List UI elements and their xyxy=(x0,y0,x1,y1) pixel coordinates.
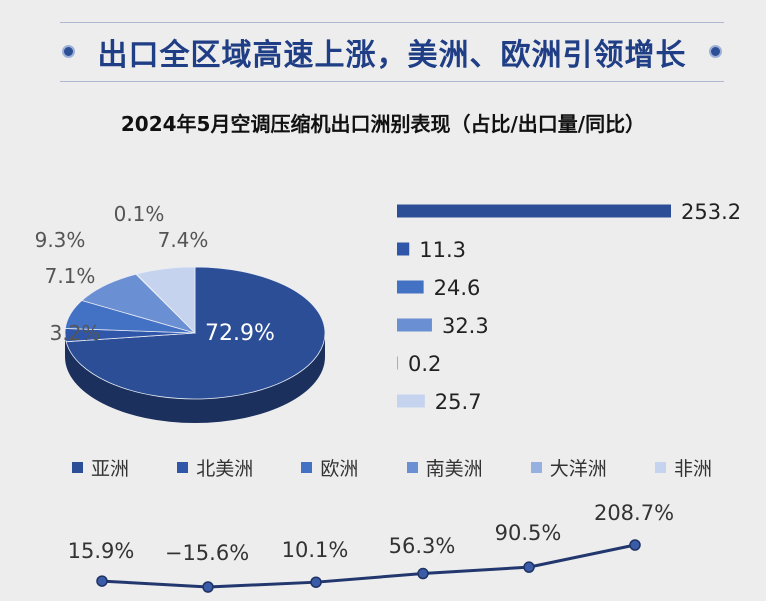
legend-swatch xyxy=(301,462,313,473)
pie-data-label: 7.4% xyxy=(158,228,209,252)
bar xyxy=(397,204,671,218)
line-point xyxy=(629,539,641,551)
pie-slice xyxy=(65,266,326,400)
legend-swatch xyxy=(177,462,189,473)
legend-swatch xyxy=(72,462,83,473)
banner-dot-icon xyxy=(709,45,722,58)
bar xyxy=(397,318,432,332)
bar-data-label: 32.3 xyxy=(442,314,489,338)
line-point xyxy=(202,581,214,593)
legend-label: 北美洲 xyxy=(196,458,254,480)
bar-data-label: 253.2 xyxy=(681,200,741,224)
chart-subtitle: 2024年5月空调压缩机出口洲别表现（占比/出口量/同比） xyxy=(120,112,646,136)
legend-label: 南美洲 xyxy=(425,458,483,480)
line-data-label: 15.9% xyxy=(68,539,135,563)
bar xyxy=(397,394,425,408)
line-point xyxy=(310,576,322,588)
pie-slice xyxy=(135,266,196,334)
line-data-label: −15.6% xyxy=(165,541,249,565)
banner-title: 出口全区域高速上涨，美洲、欧洲引领增长 xyxy=(97,38,687,73)
legend-label: 欧洲 xyxy=(320,458,359,480)
legend-swatch xyxy=(406,462,418,473)
bar-data-label: 25.7 xyxy=(435,390,482,414)
legend-swatch xyxy=(530,462,542,473)
pie-data-label: 9.3% xyxy=(35,228,86,252)
bar xyxy=(397,356,398,370)
banner-dot-icon xyxy=(62,45,75,58)
legend-item-europe: 欧洲 xyxy=(301,454,358,481)
pie-data-label: 72.9% xyxy=(205,321,275,346)
pie-data-label: 0.1% xyxy=(114,202,165,226)
bar-data-label: 0.2 xyxy=(408,352,441,376)
pie-data-label: 7.1% xyxy=(45,264,96,288)
bar-data-label: 11.3 xyxy=(419,238,466,262)
legend-swatch xyxy=(654,462,666,473)
pie-chart: 72.9% 3.2% 7.1% 9.3% 0.1%7.4% xyxy=(35,202,326,423)
legend-item-asia: 亚洲 xyxy=(72,454,129,481)
line-series xyxy=(101,543,636,589)
line-data-label: 208.7% xyxy=(594,501,674,525)
legend-item-north-america: 北美洲 xyxy=(177,454,253,481)
title-banner: 出口全区域高速上涨，美洲、欧洲引领增长 xyxy=(60,22,724,82)
bar xyxy=(397,242,410,256)
bar xyxy=(397,280,424,294)
line-data-label: 56.3% xyxy=(389,534,456,558)
legend-label: 大洋洲 xyxy=(549,458,607,480)
line-data-label: 10.1% xyxy=(282,538,349,562)
legend-label: 亚洲 xyxy=(91,458,130,480)
legend-item-south-america: 南美洲 xyxy=(406,454,483,481)
line-point xyxy=(417,567,429,580)
line-point xyxy=(523,561,535,573)
legend-item-oceania: 大洋洲 xyxy=(530,454,607,481)
line-data-label: 90.5% xyxy=(495,521,562,545)
legend: 亚洲 北美洲 欧洲 南美洲 大洋洲 非洲 xyxy=(72,454,712,481)
legend-label: 非洲 xyxy=(673,458,712,480)
legend-item-africa: 非洲 xyxy=(654,454,712,481)
pie-data-label: 3.2% xyxy=(50,321,101,345)
line-point xyxy=(96,575,108,587)
bar-data-label: 24.6 xyxy=(434,276,481,300)
pie-side-wall xyxy=(65,333,325,423)
